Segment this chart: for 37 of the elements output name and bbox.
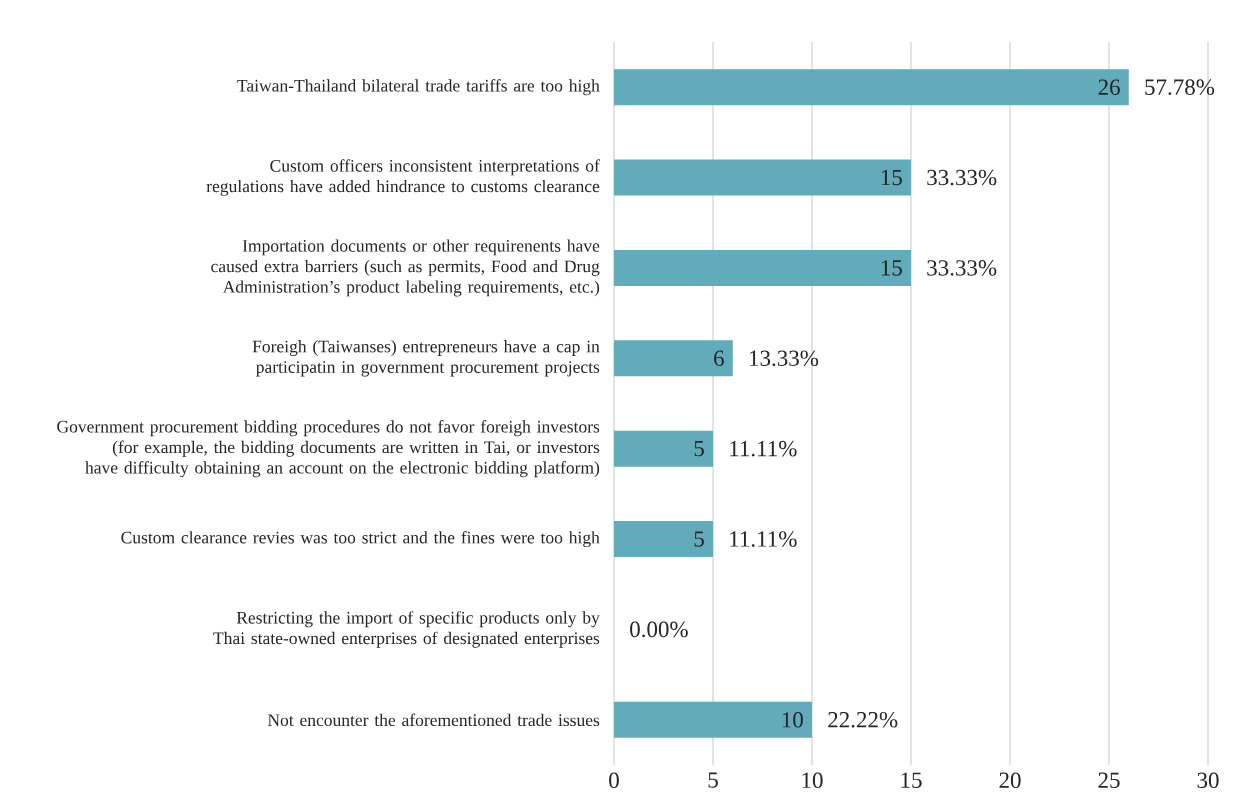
annotation: 0.00% bbox=[630, 621, 688, 638]
data-label: 6 bbox=[714, 350, 724, 367]
bar bbox=[614, 69, 1129, 106]
x-tick-label: 0 bbox=[609, 772, 619, 789]
y-tick-label: Government procurement bidding procedures do not favor foreigh investors (for example, the bidding documents are written in Tai, or investors have difficulty obtaining an account on the electronic bidding platform) bbox=[57, 420, 600, 478]
bar bbox=[614, 521, 713, 558]
data-label: 10 bbox=[782, 712, 803, 728]
x-tick-label: 10 bbox=[802, 772, 823, 789]
data-label: 15 bbox=[881, 260, 902, 276]
x-tick-label: 25 bbox=[1098, 772, 1120, 788]
data-label: 5 bbox=[694, 531, 704, 547]
bar bbox=[614, 430, 713, 467]
y-tick-label: Custom officers inconsistent interpretations of regulations have added hindrance to customs clearance bbox=[206, 159, 600, 196]
annotation: 13.33% bbox=[750, 350, 819, 367]
data-label: 26 bbox=[1098, 79, 1120, 95]
annotation: 33.33% bbox=[927, 260, 997, 276]
annotation: 11.11% bbox=[730, 531, 797, 547]
annotation: 33.33% bbox=[927, 169, 997, 186]
annotation: 22.22% bbox=[828, 711, 898, 728]
x-tick-label: 20 bbox=[999, 772, 1021, 789]
data-label: 15 bbox=[881, 169, 902, 186]
bar bbox=[614, 249, 911, 286]
y-tick-label: Custom clearance revies was too strict and the fines were too high bbox=[121, 531, 600, 548]
annotation: 11.11% bbox=[730, 440, 797, 457]
x-tick-label: 30 bbox=[1197, 772, 1219, 789]
x-tick-label: 5 bbox=[708, 772, 718, 788]
y-tick-label: Taiwan-Thailand bilateral trade tariffs are too high bbox=[237, 79, 600, 96]
y-tick-label: Foreigh (Taiwanses) entrepreneurs have a cap in participatin in government procurement projects bbox=[252, 340, 600, 377]
bar bbox=[614, 701, 812, 738]
y-tick-label: Not encounter the aforementioned trade issues bbox=[267, 713, 600, 727]
data-label: 5 bbox=[694, 441, 704, 457]
annotation: 57.78% bbox=[1145, 79, 1215, 95]
bar bbox=[614, 159, 911, 196]
x-tick-label: 15 bbox=[901, 772, 922, 788]
y-tick-label: Importation documents or other requirenents have caused extra barriers (such as permits, Food and Drug Administration’s product labeling requirements, etc.) bbox=[211, 239, 600, 297]
y-tick-label: Restricting the import of specific products only by Thai state-owned enterprises of designated enterprises bbox=[213, 611, 600, 648]
bar bbox=[614, 340, 733, 377]
